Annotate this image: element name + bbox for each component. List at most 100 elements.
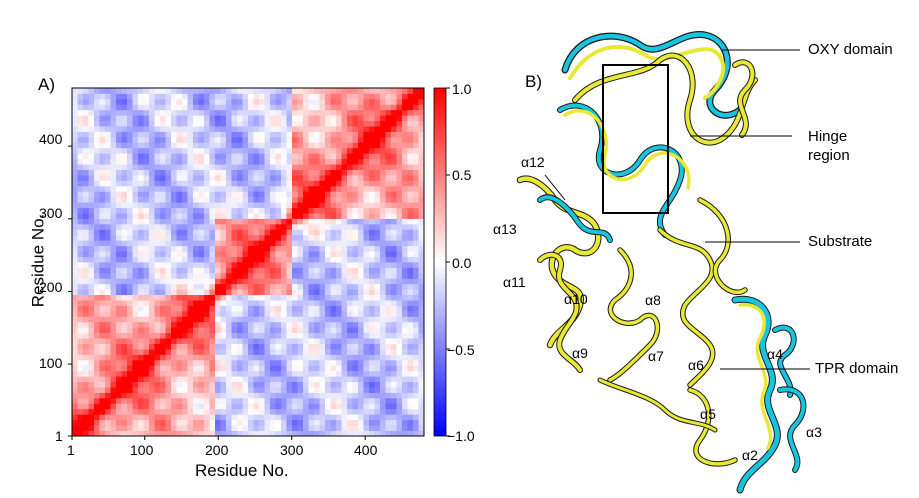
- heatmap-cell: [171, 245, 177, 252]
- heatmap-cell: [391, 300, 397, 306]
- heatmap-cell: [165, 202, 172, 209]
- heatmap-cell: [242, 365, 249, 372]
- heatmap-cell: [341, 240, 348, 247]
- heatmap-cell: [336, 142, 342, 149]
- heatmap-cell: [264, 381, 271, 388]
- heatmap-cell: [303, 262, 309, 268]
- heatmap-cell: [336, 430, 342, 436]
- heatmap-cell: [292, 332, 298, 339]
- heatmap-cell: [330, 245, 337, 252]
- heatmap-cell: [319, 289, 326, 296]
- heatmap-cell: [319, 403, 326, 410]
- heatmap-cell: [94, 169, 100, 176]
- heatmap-cell: [160, 376, 166, 383]
- heatmap-cell: [264, 147, 271, 154]
- heatmap-cell: [220, 354, 227, 361]
- heatmap-cell: [193, 327, 199, 334]
- heatmap-cell: [237, 196, 243, 203]
- heatmap-cell: [72, 376, 78, 383]
- heatmap-cell: [171, 240, 177, 247]
- heatmap-cell: [402, 109, 408, 116]
- heatmap-cell: [319, 191, 326, 198]
- heatmap-cell: [110, 370, 117, 377]
- heatmap-cell: [116, 387, 122, 393]
- heatmap-cell: [138, 408, 144, 415]
- heatmap-cell: [88, 185, 95, 192]
- heatmap-cell: [187, 408, 194, 415]
- heatmap-cell: [385, 256, 392, 263]
- heatmap-cell: [165, 338, 172, 344]
- heatmap-cell: [391, 283, 397, 290]
- heatmap-cell: [418, 327, 424, 334]
- heatmap-cell: [270, 397, 276, 404]
- heatmap-cell: [127, 408, 133, 415]
- heatmap-cell: [396, 392, 403, 399]
- heatmap-cell: [253, 93, 260, 100]
- heatmap-cell: [94, 397, 100, 404]
- heatmap-cell: [308, 387, 315, 393]
- heatmap-cell: [187, 403, 194, 410]
- heatmap-cell: [314, 354, 320, 361]
- heatmap-cell: [330, 387, 337, 393]
- heatmap-cell: [116, 207, 122, 214]
- heatmap-cell: [160, 310, 166, 317]
- heatmap-cell: [110, 251, 117, 257]
- heatmap-cell: [275, 387, 282, 393]
- heatmap-cell: [77, 229, 84, 236]
- heatmap-cell: [297, 354, 304, 361]
- heatmap-cell: [297, 131, 304, 138]
- heatmap-cell: [187, 251, 194, 257]
- heatmap-cell: [270, 185, 276, 192]
- heatmap-cell: [319, 370, 326, 377]
- heatmap-cell: [413, 370, 419, 377]
- heatmap-cell: [352, 185, 359, 192]
- heatmap-cell: [77, 115, 84, 122]
- heatmap-cell: [99, 240, 106, 247]
- heatmap-cell: [88, 300, 95, 306]
- heatmap-cell: [121, 147, 128, 154]
- heatmap-cell: [380, 370, 386, 377]
- heatmap-cell: [347, 191, 353, 198]
- heatmap-cell: [242, 164, 249, 170]
- heatmap-cell: [270, 278, 276, 285]
- heatmap-cell: [193, 136, 199, 143]
- heatmap-cell: [264, 245, 271, 252]
- heatmap-cell: [138, 370, 144, 377]
- heatmap-cell: [347, 338, 353, 344]
- heatmap-cell: [242, 354, 249, 361]
- heatmap-cell: [215, 267, 221, 274]
- heatmap-cell: [396, 251, 403, 257]
- heatmap-cell: [330, 169, 337, 176]
- heatmap-cell: [138, 403, 144, 410]
- heatmap-cell: [94, 196, 100, 203]
- heatmap-cell: [286, 392, 293, 399]
- heatmap-cell: [314, 120, 320, 127]
- heatmap-cell: [165, 240, 172, 247]
- helix-label-a7: α7: [648, 348, 664, 364]
- heatmap-cell: [308, 305, 315, 312]
- heatmap-cell: [303, 202, 309, 209]
- heatmap-cell: [314, 365, 320, 372]
- heatmap-cell: [352, 289, 359, 296]
- heatmap-cell: [374, 381, 381, 388]
- heatmap-cell: [231, 185, 238, 192]
- heatmap-cell: [121, 191, 128, 198]
- heatmap-cell: [270, 126, 276, 132]
- heatmap-cell: [380, 343, 386, 350]
- heatmap-cell: [380, 310, 386, 317]
- heatmap-cell: [182, 223, 188, 230]
- heatmap-cell: [220, 316, 227, 323]
- heatmap-cell: [132, 202, 139, 209]
- heatmap-cell: [165, 343, 172, 350]
- heatmap-cell: [407, 98, 414, 105]
- heatmap-cell: [94, 349, 100, 355]
- heatmap-cell: [363, 142, 370, 149]
- heatmap-cell: [215, 354, 221, 361]
- heatmap-cell: [121, 185, 128, 192]
- heatmap-cell: [319, 240, 326, 247]
- heatmap-cell: [83, 300, 89, 306]
- heatmap-cell: [380, 289, 386, 296]
- heatmap-cell: [369, 196, 375, 203]
- heatmap-cell: [292, 365, 298, 372]
- heatmap-cell: [231, 403, 238, 410]
